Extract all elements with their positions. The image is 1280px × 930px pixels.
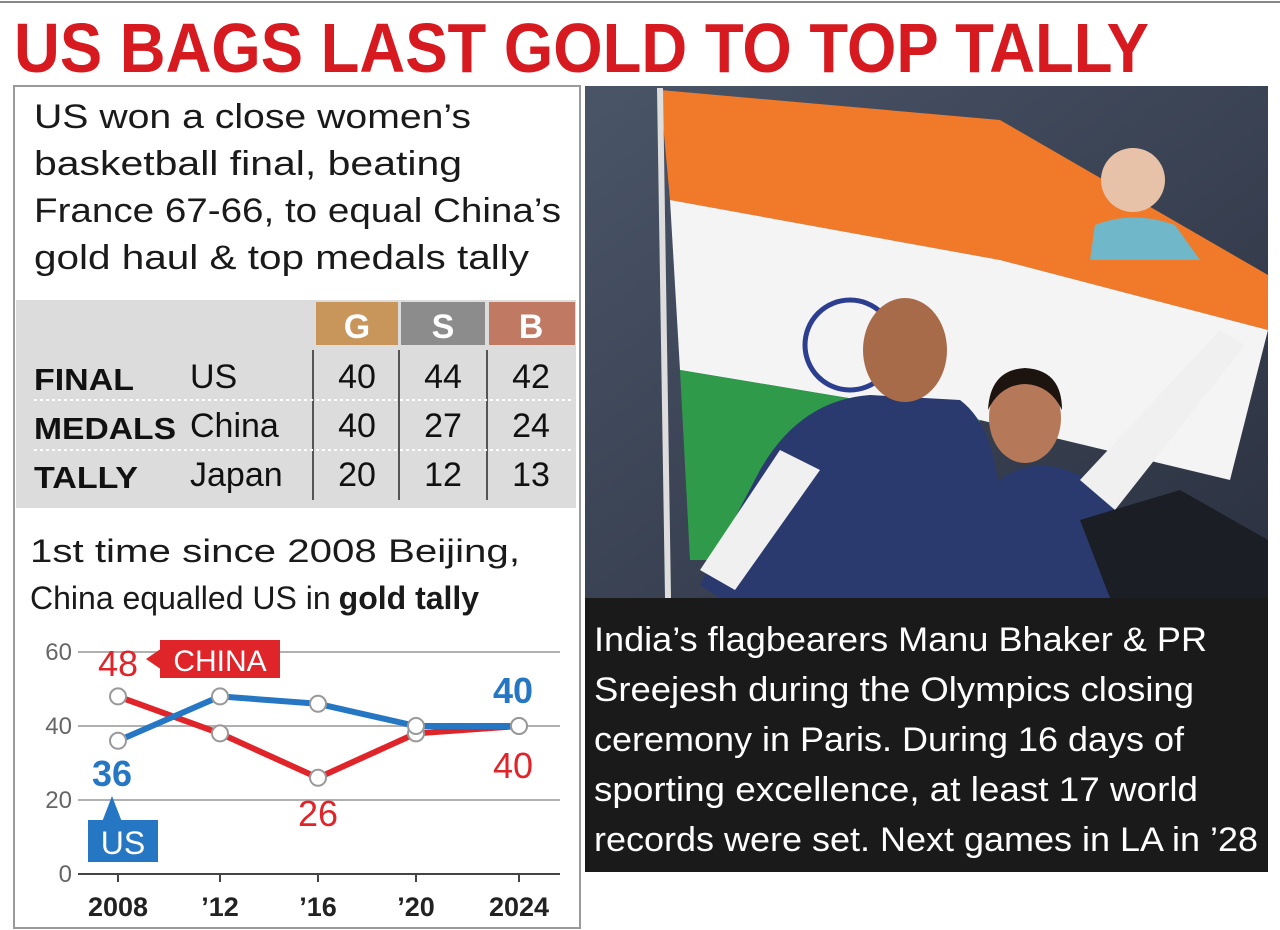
intro-line: France 67-66, to equal China’s [34, 192, 561, 230]
medal-count: 44 [424, 358, 462, 396]
legend-label: CHINA [173, 645, 266, 678]
y-tick-label: 60 [45, 639, 72, 666]
camera [1080, 490, 1268, 598]
caption-line: records were set. Next games in LA in ’2… [594, 821, 1258, 859]
person-hair [988, 368, 1062, 410]
column-header: S [432, 308, 455, 346]
x-tick-label: ’12 [201, 892, 239, 922]
column-header-bg [401, 302, 485, 345]
data-point [109, 731, 127, 750]
data-label: 36 [92, 753, 132, 794]
note-emphasis: gold tally [339, 580, 480, 616]
intro-line: gold haul & top medals tally [34, 239, 529, 277]
country-label: US [190, 358, 237, 396]
medal-count: 20 [338, 456, 376, 494]
legend-swatch [160, 640, 280, 678]
person-body [960, 465, 1130, 598]
x-tick-label: 2008 [88, 892, 148, 922]
headline: US BAGS LAST GOLD TO TOP TALLY [14, 9, 1149, 87]
person-sleeve [1080, 330, 1245, 510]
person-sleeve [700, 450, 820, 590]
column-header-bg [316, 302, 398, 345]
person-body [700, 395, 1000, 598]
data-label: 26 [298, 793, 338, 834]
flagpole [657, 87, 671, 599]
data-label: 48 [98, 643, 138, 684]
data-label: 40 [493, 745, 533, 786]
data-point [309, 768, 327, 787]
medal-count: 12 [424, 456, 462, 494]
country-label: China [190, 407, 279, 445]
note-line: China equalled US in gold tally [30, 580, 479, 616]
stub-label: TALLY [34, 460, 138, 495]
x-tick-label: 2024 [489, 892, 549, 922]
note-line: 1st time since 2008 Beijing, [30, 533, 520, 569]
stub-label: MEDALS [34, 411, 176, 446]
legend-pointer [146, 648, 162, 670]
y-tick-label: 20 [45, 787, 72, 814]
intro-line: basketball final, beating [34, 145, 462, 183]
column-header-bg [489, 302, 575, 345]
legend-swatch [88, 820, 158, 862]
caption-line: Sreejesh during the Olympics closing [594, 671, 1194, 709]
x-tick-label: ’16 [299, 892, 337, 922]
caption-line: ceremony in Paris. During 16 days of [594, 721, 1185, 759]
person-body [1090, 217, 1200, 260]
medal-count: 40 [338, 407, 376, 445]
caption-line: sporting excellence, at least 17 world [594, 771, 1198, 809]
flag-white [670, 200, 1268, 480]
medal-count: 24 [512, 407, 550, 445]
medal-count: 40 [338, 358, 376, 396]
y-tick-label: 0 [59, 861, 72, 888]
data-point [309, 694, 327, 713]
legend-pointer [102, 796, 122, 822]
data-point [211, 687, 229, 706]
note-text: China equalled US in [30, 580, 331, 616]
column-header: G [344, 308, 370, 346]
person-head [1101, 148, 1165, 212]
stub-label: FINAL [34, 362, 134, 397]
x-tick-label: ’20 [397, 892, 435, 922]
person-head [989, 373, 1061, 463]
country-label: Japan [190, 456, 283, 494]
medal-count: 27 [424, 407, 462, 445]
data-label: 40 [493, 670, 533, 711]
medal-count: 13 [512, 456, 550, 494]
data-point [510, 717, 528, 735]
flag-saffron [660, 90, 1268, 330]
intro-line: US won a close women’s [34, 98, 471, 136]
y-tick-label: 40 [45, 713, 72, 740]
data-point [109, 687, 127, 706]
person-head [863, 298, 947, 402]
caption-box [585, 598, 1268, 872]
column-header: B [519, 308, 544, 346]
caption-line: India’s flagbearers Manu Bhaker & PR [594, 621, 1207, 659]
legend-label: US [101, 825, 145, 861]
data-point [407, 717, 425, 735]
medal-count: 42 [512, 358, 550, 396]
data-point [211, 724, 229, 743]
